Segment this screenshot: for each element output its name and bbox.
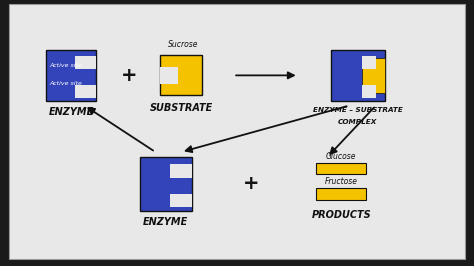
Bar [316,188,366,200]
Bar [160,55,202,95]
Bar [362,56,375,69]
Bar [160,67,178,84]
Bar [170,164,192,178]
Text: +: + [243,174,259,193]
Bar [316,163,366,174]
Bar [75,85,96,98]
Bar [46,50,96,101]
Text: +: + [121,66,137,85]
Bar [140,157,192,211]
Text: SUBSTRATE: SUBSTRATE [149,103,213,113]
Text: PRODUCTS: PRODUCTS [311,210,371,220]
Bar [362,57,385,93]
Text: Sucrose: Sucrose [168,40,199,49]
Text: Glucose: Glucose [326,152,356,161]
Bar [331,50,385,101]
Bar [75,56,96,69]
Bar [170,194,192,207]
Text: Active site: Active site [50,63,82,68]
Text: COMPLEX: COMPLEX [338,119,378,125]
Text: Active site: Active site [50,81,82,85]
Text: ENZYME – SUBSTRATE: ENZYME – SUBSTRATE [313,107,403,113]
Text: ENZYME: ENZYME [143,217,189,227]
Bar [362,85,375,98]
Text: Fructose: Fructose [325,177,358,186]
Text: ENZYME: ENZYME [48,107,94,117]
